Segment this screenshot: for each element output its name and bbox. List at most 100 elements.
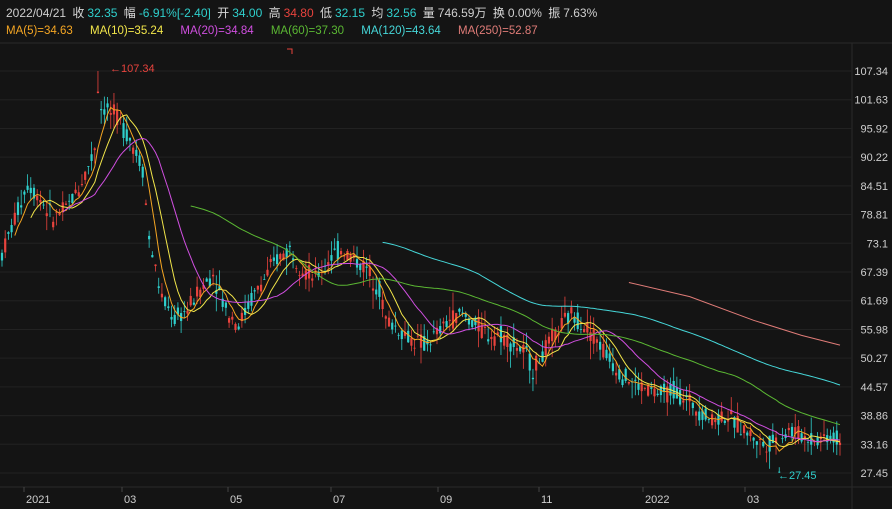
candle bbox=[397, 332, 400, 340]
candle bbox=[45, 200, 48, 231]
candle-body bbox=[624, 368, 627, 381]
change-label: 幅 bbox=[123, 6, 136, 20]
candle-body bbox=[234, 323, 237, 330]
candle-body bbox=[128, 137, 132, 141]
candle-body bbox=[822, 434, 826, 436]
candle-body bbox=[723, 420, 726, 423]
x-tick-label: 05 bbox=[230, 494, 242, 506]
candle bbox=[13, 202, 16, 226]
candle bbox=[176, 302, 180, 320]
candle bbox=[77, 185, 80, 198]
candle-body bbox=[164, 297, 167, 307]
candle bbox=[160, 283, 164, 302]
x-tick-label: 11 bbox=[541, 494, 552, 506]
candle-body bbox=[749, 430, 752, 437]
y-tick-label: 107.34 bbox=[854, 66, 888, 78]
candle bbox=[471, 319, 474, 330]
candle bbox=[768, 435, 771, 469]
grid-lines bbox=[0, 70, 852, 474]
candle bbox=[698, 396, 701, 426]
candle-body bbox=[656, 393, 659, 395]
candle-body bbox=[58, 212, 61, 216]
candle-body bbox=[461, 312, 464, 314]
candle-body bbox=[285, 248, 288, 258]
candle-body bbox=[45, 213, 48, 217]
candle bbox=[16, 196, 20, 223]
candle bbox=[80, 174, 84, 187]
x-tick-label: 2022 bbox=[645, 494, 669, 506]
ma20-line bbox=[62, 137, 841, 443]
candle-body bbox=[359, 264, 362, 271]
candle-body bbox=[490, 336, 493, 340]
candle-body bbox=[132, 147, 135, 154]
candle-body bbox=[742, 425, 746, 434]
candle-body bbox=[739, 434, 742, 436]
candle bbox=[154, 264, 157, 272]
candle bbox=[579, 316, 583, 334]
candle-body bbox=[730, 410, 733, 415]
candle bbox=[627, 381, 631, 386]
candle-body bbox=[531, 377, 535, 380]
ma250-line bbox=[628, 282, 841, 346]
candle-body bbox=[615, 372, 618, 376]
amplitude-label: 振 bbox=[548, 6, 561, 20]
candle bbox=[109, 100, 112, 129]
candle bbox=[640, 372, 643, 405]
candle bbox=[522, 334, 525, 369]
open-label: 开 bbox=[217, 6, 230, 20]
candle-body bbox=[4, 238, 7, 253]
candle bbox=[499, 316, 503, 355]
candle-body bbox=[144, 203, 148, 205]
candle-body bbox=[20, 205, 23, 208]
candle-body bbox=[634, 379, 637, 381]
candle-body bbox=[691, 402, 694, 409]
candle-body bbox=[253, 290, 256, 292]
candle bbox=[211, 268, 215, 286]
candle bbox=[227, 316, 231, 328]
candle bbox=[26, 174, 29, 193]
candle bbox=[790, 422, 794, 442]
candle bbox=[327, 250, 330, 275]
candle bbox=[218, 270, 221, 291]
candle-body bbox=[314, 270, 317, 275]
candle bbox=[838, 433, 842, 456]
y-tick-label: 38.86 bbox=[860, 411, 888, 423]
y-tick-label: 78.81 bbox=[860, 210, 888, 222]
candle-body bbox=[790, 426, 794, 437]
candle-body bbox=[282, 253, 285, 261]
candle-body bbox=[736, 415, 739, 433]
volume-label: 量 bbox=[422, 6, 435, 20]
candle-body bbox=[339, 251, 343, 255]
quote-date: 2022/04/21 bbox=[6, 6, 67, 20]
candle bbox=[234, 322, 237, 333]
candle bbox=[589, 315, 592, 360]
candle bbox=[531, 368, 535, 392]
candle bbox=[669, 377, 672, 405]
candle-body bbox=[317, 271, 320, 277]
candle bbox=[586, 309, 589, 342]
candle-body bbox=[269, 258, 272, 263]
candle bbox=[487, 326, 490, 345]
candle-body bbox=[311, 278, 314, 281]
candle bbox=[416, 323, 419, 339]
candle-body bbox=[378, 280, 381, 297]
candle bbox=[148, 230, 151, 248]
candle-body bbox=[355, 259, 359, 268]
candle bbox=[467, 314, 471, 331]
candle-body bbox=[410, 338, 413, 346]
candle-body bbox=[151, 255, 154, 258]
candle-body bbox=[519, 346, 522, 352]
candle bbox=[279, 252, 282, 266]
candle bbox=[653, 379, 656, 404]
candle bbox=[752, 436, 755, 449]
candle bbox=[560, 306, 563, 333]
candle-body bbox=[64, 203, 68, 205]
high-label: 高 bbox=[268, 6, 281, 20]
candle-body bbox=[666, 386, 669, 403]
candle bbox=[391, 319, 394, 335]
low-value: 32.15 bbox=[335, 6, 366, 20]
candle bbox=[84, 170, 87, 185]
candle bbox=[295, 265, 298, 273]
candle bbox=[583, 325, 586, 333]
